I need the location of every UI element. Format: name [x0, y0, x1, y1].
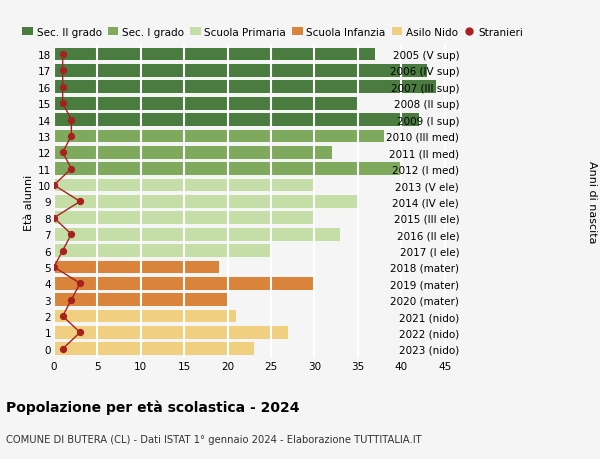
Point [58, 313, 67, 320]
Point [67, 231, 76, 238]
Y-axis label: Età alunni: Età alunni [24, 174, 34, 230]
Point [67, 117, 76, 124]
Bar [54, 163, 401, 176]
Text: Popolazione per età scolastica - 2024: Popolazione per età scolastica - 2024 [6, 399, 299, 414]
Point [67, 133, 76, 140]
Text: COMUNE DI BUTERA (CL) - Dati ISTAT 1° gennaio 2024 - Elaborazione TUTTITALIA.IT: COMUNE DI BUTERA (CL) - Dati ISTAT 1° ge… [6, 434, 422, 444]
Bar [54, 49, 375, 61]
Bar [54, 310, 236, 323]
Bar [54, 261, 219, 274]
Bar [54, 326, 289, 339]
Text: Anni di nascita: Anni di nascita [587, 161, 597, 243]
Point [67, 297, 76, 304]
Point [58, 84, 67, 91]
Bar [54, 146, 332, 159]
Bar [54, 98, 358, 110]
Point [58, 247, 67, 255]
Legend: Sec. II grado, Sec. I grado, Scuola Primaria, Scuola Infanzia, Asilo Nido, Stran: Sec. II grado, Sec. I grado, Scuola Prim… [22, 28, 523, 38]
Bar [54, 65, 427, 78]
Bar [54, 343, 254, 355]
Point [49, 263, 59, 271]
Point [58, 345, 67, 353]
Bar [54, 294, 227, 306]
Point [58, 67, 67, 75]
Bar [54, 114, 419, 127]
Bar [54, 277, 314, 290]
Bar [54, 245, 271, 257]
Point [75, 198, 85, 206]
Bar [54, 228, 340, 241]
Point [49, 182, 59, 189]
Bar [54, 196, 358, 208]
Point [75, 329, 85, 336]
Bar [54, 179, 314, 192]
Point [49, 215, 59, 222]
Point [58, 149, 67, 157]
Bar [54, 81, 436, 94]
Point [75, 280, 85, 287]
Bar [54, 130, 384, 143]
Bar [54, 212, 314, 224]
Point [58, 51, 67, 59]
Point [58, 100, 67, 107]
Point [67, 166, 76, 173]
